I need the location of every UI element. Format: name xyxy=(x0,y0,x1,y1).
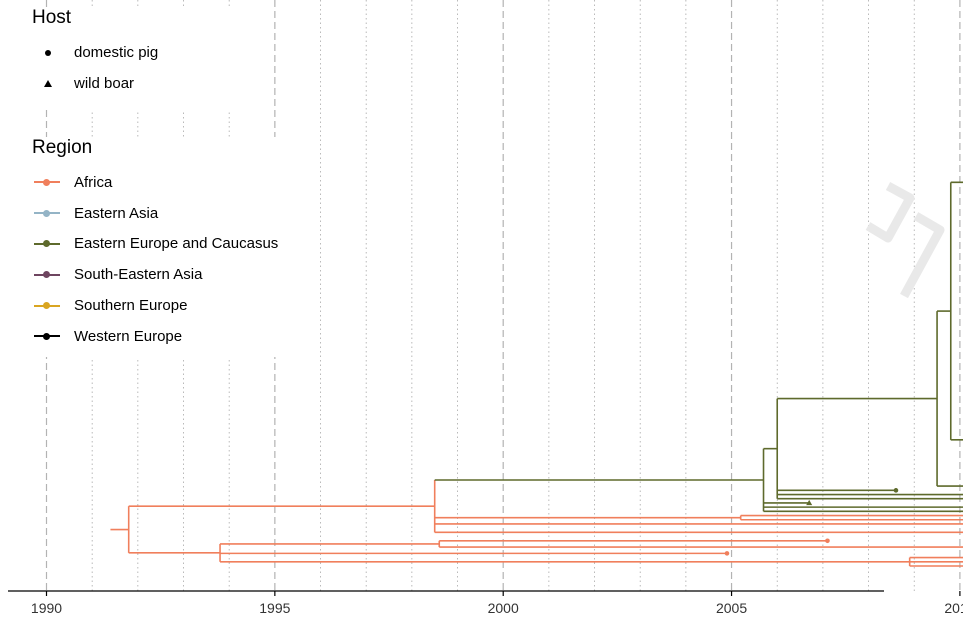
region-legend-label: Eastern Asia xyxy=(74,204,159,222)
line-marker-icon xyxy=(32,175,62,189)
region-legend-item-southern-europe: Southern Europe xyxy=(32,290,294,321)
host-legend-item-domestic-pig: domestic pig xyxy=(32,37,262,68)
tip-domestic-pig xyxy=(825,538,830,544)
region-legend-item-eastern-asia: Eastern Asia xyxy=(32,198,294,229)
circle-marker-icon xyxy=(32,46,62,60)
region-legend-item-eastern-europe-caucasus: Eastern Europe and Caucasus xyxy=(32,229,294,260)
line-marker-icon xyxy=(32,237,62,251)
x-axis: 19901995200020052010201520202025 xyxy=(8,590,963,616)
region-legend-label: Western Europe xyxy=(74,327,183,345)
region-legend-label: Africa xyxy=(74,173,113,191)
region-legend: Region Africa Eastern Asia Eastern Europ… xyxy=(32,137,294,357)
tip-domestic-pig xyxy=(893,488,899,493)
x-tick-label: 2005 xyxy=(716,600,747,616)
watermark-graphic xyxy=(865,182,945,299)
x-tick-label: 1990 xyxy=(31,600,62,616)
x-tick-label: 2000 xyxy=(488,600,519,616)
tree-tips xyxy=(724,488,899,556)
line-marker-icon xyxy=(32,299,62,313)
line-marker-icon xyxy=(32,206,62,220)
x-tick-label: 2010 xyxy=(944,600,963,616)
host-legend: Host domestic pig wild boar xyxy=(32,7,262,110)
region-legend-item-western-europe: Western Europe xyxy=(32,321,294,352)
line-marker-icon xyxy=(32,329,62,343)
tip-domestic-pig xyxy=(724,551,730,556)
triangle-marker-icon xyxy=(32,77,62,91)
host-legend-title: Host xyxy=(32,7,72,28)
line-marker-icon xyxy=(32,268,62,282)
region-legend-item-africa: Africa xyxy=(32,167,294,198)
region-legend-label: South-Eastern Asia xyxy=(74,266,203,284)
region-legend-label: Eastern Europe and Caucasus xyxy=(74,235,279,253)
region-legend-label: Southern Europe xyxy=(74,297,188,315)
tree-branches xyxy=(110,181,963,567)
host-legend-label: domestic pig xyxy=(74,44,159,61)
region-legend-title: Region xyxy=(32,137,93,158)
region-legend-item-south-eastern-asia: South-Eastern Asia xyxy=(32,259,294,290)
tip-wild-boar xyxy=(806,499,813,506)
host-legend-label: wild boar xyxy=(74,75,135,92)
host-legend-item-wild-boar: wild boar xyxy=(32,68,262,99)
x-tick-label: 1995 xyxy=(259,600,290,616)
